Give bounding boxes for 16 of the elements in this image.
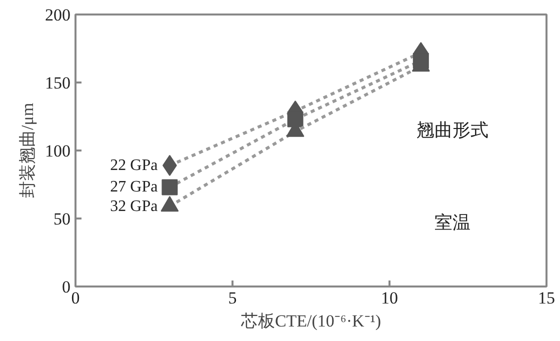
point <box>162 179 178 196</box>
y-tick-label: 150 <box>45 74 70 92</box>
y-tick-label: 200 <box>45 6 70 24</box>
x-tick-label: 10 <box>381 288 398 308</box>
x-tick-label: 15 <box>538 288 555 308</box>
y-tick-label: 100 <box>45 142 70 160</box>
y-axis-title: 封装翘曲/μm <box>18 102 37 198</box>
x-tick-label: 5 <box>228 288 237 308</box>
point <box>287 111 304 128</box>
x-axis-title: 芯板CTE/(10⁻⁶·K⁻¹) <box>240 312 382 330</box>
y-tick-label: 50 <box>54 210 70 228</box>
series-label: 32 GPa <box>110 198 158 215</box>
series-label: 22 GPa <box>110 156 158 174</box>
annotation: 室温 <box>434 212 470 233</box>
series-label: 27 GPa <box>110 178 158 196</box>
annotation: 翘曲形式 <box>416 120 488 140</box>
